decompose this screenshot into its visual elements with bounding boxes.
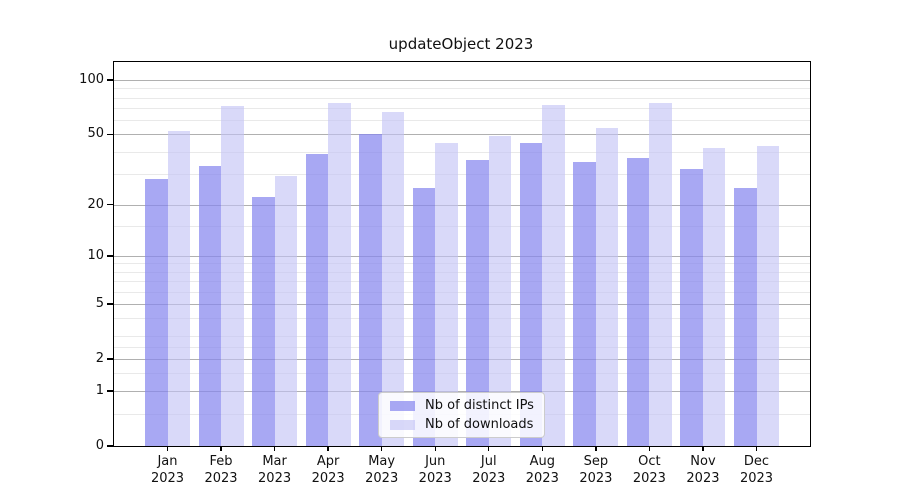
x-tick-mark-aug [541, 446, 543, 451]
gridline-minor-4 [114, 318, 810, 320]
bar-downloads-sep [595, 128, 619, 446]
gridline-minor-3 [114, 336, 810, 338]
bar-distinct-ips-mar [252, 197, 275, 446]
gridline-major-50 [114, 134, 810, 136]
legend-label-downloads: Nb of downloads [425, 416, 534, 432]
bar-distinct-ips-jul [466, 159, 489, 446]
x-tick-mark-feb [220, 446, 222, 451]
bar-downloads-nov [702, 147, 726, 446]
bar-distinct-ips-feb [198, 166, 222, 446]
gridline-major-1 [114, 391, 810, 393]
gridline-minor-9 [114, 263, 810, 265]
legend-entry-distinct-ips: Nb of distinct IPs [390, 398, 544, 414]
bar-distinct-ips-apr [305, 153, 329, 446]
gridline-minor-80 [114, 97, 810, 99]
y-tick-mark-2 [107, 358, 113, 360]
bar-downloads-feb [221, 105, 244, 446]
bar-downloads-jun [435, 142, 458, 446]
y-tick-label-10: 10 [87, 247, 104, 263]
x-tick-label-apr: Apr 2023 [311, 454, 345, 486]
gridline-minor-90 [114, 88, 810, 90]
bar-downloads-dec [756, 146, 779, 446]
x-tick-label-feb: Feb 2023 [204, 454, 238, 486]
x-tick-mark-sep [595, 446, 597, 451]
gridline-major-20 [114, 204, 810, 206]
gridline-major-2 [114, 358, 810, 360]
bar-downloads-mar [274, 176, 298, 446]
bar-downloads-jan [167, 131, 190, 446]
y-tick-mark-0 [107, 445, 113, 447]
x-tick-label-mar: Mar 2023 [258, 454, 292, 486]
gridline-minor-2_5 [114, 346, 810, 348]
gridline-minor-40 [114, 151, 810, 153]
bar-distinct-ips-sep [573, 161, 596, 446]
x-tick-label-aug: Aug 2023 [525, 454, 559, 486]
gridline-major-5 [114, 303, 810, 305]
bar-downloads-oct [649, 102, 672, 446]
x-tick-label-sep: Sep 2023 [579, 454, 613, 486]
chart-title: updateObject 2023 [388, 35, 534, 53]
gridline-minor-30 [114, 173, 810, 175]
x-tick-label-nov: Nov 2023 [686, 454, 720, 486]
x-tick-mark-jan [166, 446, 169, 451]
bar-distinct-ips-may [359, 134, 382, 446]
y-tick-label-50: 50 [87, 126, 104, 142]
y-tick-mark-5 [107, 303, 113, 305]
plot-area: 0 1 2 5 10 20 50 100 Jan 2023 Feb 2023 Mar 2023 Apr… [79, 61, 811, 486]
x-tick-mark-nov [702, 446, 704, 451]
bar-distinct-ips-nov [680, 168, 703, 446]
x-tick-label-oct: Oct 2023 [632, 454, 666, 486]
bar-downloads-aug [542, 104, 565, 446]
x-tick-mark-jul [488, 446, 490, 451]
x-tick-label-jan: Jan 2023 [150, 454, 185, 486]
gridline-major-100 [114, 80, 810, 82]
y-tick-label-100: 100 [79, 72, 104, 88]
x-tick-mark-oct [648, 446, 651, 451]
x-tick-label-dec: Dec 2023 [739, 454, 774, 486]
bar-distinct-ips-jan [145, 179, 168, 446]
x-tick-mark-mar [273, 446, 276, 451]
gridline-minor-60 [114, 120, 810, 122]
x-tick-mark-jun [434, 446, 436, 451]
y-tick-mark-20 [107, 203, 113, 206]
y-tick-label-2: 2 [95, 350, 104, 366]
x-tick-mark-apr [327, 446, 329, 451]
x-tick-mark-may [380, 446, 383, 451]
legend-swatch-distinct-ips [390, 400, 415, 411]
gridline-minor-7 [114, 281, 810, 283]
y-tick-mark-1 [107, 390, 113, 392]
legend-label-distinct-ips: Nb of distinct IPs [425, 397, 534, 413]
gridline-minor-70 [114, 108, 810, 110]
y-tick-label-20: 20 [87, 196, 104, 212]
x-tick-label-jul: Jul 2023 [472, 454, 506, 486]
y-tick-label-0: 0 [95, 438, 104, 453]
bar-downloads-jul [488, 135, 512, 446]
bar-downloads-apr [328, 102, 351, 446]
gridline-minor-15 [114, 226, 810, 228]
bar-distinct-ips-aug [519, 142, 543, 446]
y-tick-mark-50 [107, 133, 113, 135]
legend-swatch-downloads [390, 419, 415, 430]
y-tick-mark-10 [107, 255, 113, 257]
bar-distinct-ips-jun [412, 187, 436, 446]
gridline-minor-8 [114, 271, 810, 273]
gridline-minor-1_5 [114, 373, 810, 375]
y-tick-mark-100 [107, 79, 113, 81]
bar-distinct-ips-dec [734, 187, 757, 446]
legend-entry-downloads: Nb of downloads [390, 417, 544, 433]
gridline-major-10 [114, 255, 810, 257]
x-tick-mark-dec [755, 446, 758, 451]
bar-distinct-ips-oct [626, 157, 650, 446]
x-tick-label-may: May 2023 [365, 454, 399, 486]
bar-downloads-may [381, 111, 405, 446]
legend: Nb of distinct IPs Nb of downloads [378, 392, 545, 438]
gridline-minor-6 [114, 291, 810, 293]
y-tick-label-5: 5 [95, 295, 104, 311]
y-tick-label-1: 1 [95, 383, 104, 399]
x-tick-label-jun: Jun 2023 [418, 454, 452, 486]
